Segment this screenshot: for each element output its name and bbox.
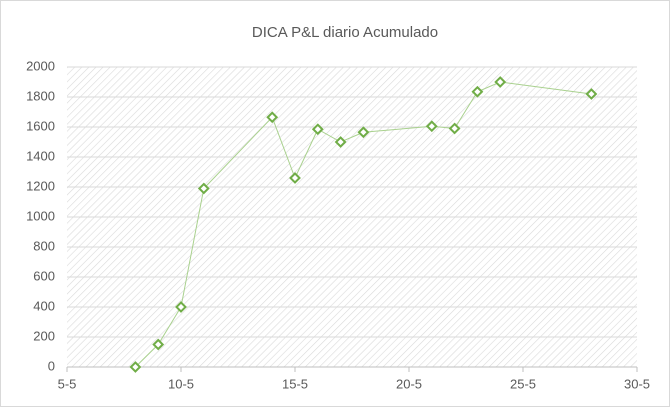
y-tick-label: 600 bbox=[33, 268, 55, 283]
x-tick-label: 25-5 bbox=[510, 376, 536, 391]
data-point bbox=[494, 76, 507, 88]
y-tick-label: 1200 bbox=[26, 178, 55, 193]
y-tick-label: 200 bbox=[33, 328, 55, 343]
x-tick-label: 15-5 bbox=[282, 376, 308, 391]
data-point bbox=[152, 338, 165, 351]
y-tick-label: 400 bbox=[33, 298, 55, 313]
data-point bbox=[425, 120, 438, 133]
y-tick-label: 0 bbox=[48, 358, 55, 373]
x-tick-label: 10-5 bbox=[168, 376, 194, 391]
data-point bbox=[289, 172, 301, 184]
chart-title: DICA P&L diario Acumulado bbox=[252, 24, 438, 41]
x-tick-label: 5-5 bbox=[58, 376, 77, 391]
x-tick-label: 20-5 bbox=[396, 376, 422, 391]
data-point bbox=[197, 182, 210, 195]
data-point bbox=[357, 126, 370, 139]
y-tick-label: 1000 bbox=[26, 208, 55, 223]
data-point bbox=[266, 111, 279, 124]
y-tick-label: 2000 bbox=[26, 58, 55, 73]
series-line bbox=[135, 81, 592, 368]
x-tick-label: 30-5 bbox=[624, 376, 650, 391]
y-tick-label: 1800 bbox=[26, 88, 55, 103]
data-point bbox=[311, 123, 324, 136]
data-point bbox=[334, 136, 347, 148]
y-tick-label: 800 bbox=[33, 238, 55, 253]
y-tick-label: 1400 bbox=[26, 148, 55, 163]
data-point bbox=[471, 85, 484, 98]
data-point bbox=[448, 122, 461, 135]
data-point bbox=[585, 88, 598, 100]
data-point bbox=[175, 301, 187, 313]
y-tick-label: 1600 bbox=[26, 118, 55, 133]
data-point bbox=[129, 361, 142, 373]
